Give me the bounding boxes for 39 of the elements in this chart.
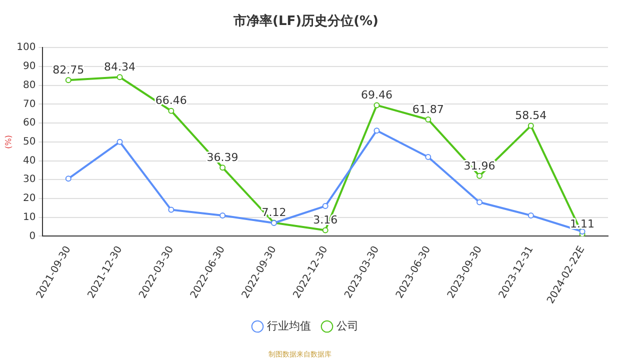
point: [322, 203, 328, 210]
point: [425, 154, 432, 160]
point: [322, 227, 328, 234]
point: [65, 176, 72, 182]
point: [476, 172, 483, 179]
point: [528, 122, 534, 129]
data-label: 69.46: [360, 88, 392, 102]
data-label: 82.75: [52, 63, 84, 76]
point: [476, 199, 483, 206]
data-label: 84.34: [104, 60, 136, 74]
point: [168, 206, 174, 213]
y-axis-title: (%): [4, 134, 13, 149]
data-label: 66.46: [155, 94, 187, 108]
point: [374, 102, 380, 108]
point: [168, 108, 174, 114]
y-tick-label: 0: [29, 230, 36, 242]
y-tick-label: 10: [22, 212, 36, 223]
y-tick-label: 30: [22, 174, 36, 186]
y-tick-label: 80: [22, 80, 36, 91]
point: [425, 116, 432, 123]
point: [374, 128, 380, 134]
point: [65, 77, 72, 84]
point: [220, 164, 226, 171]
data-label: 58.54: [515, 109, 547, 122]
legend-label: 公司: [336, 319, 358, 332]
y-tick-label: 90: [22, 61, 36, 72]
point: [220, 212, 226, 218]
y-tick-label: 70: [22, 98, 36, 110]
point: [116, 74, 123, 80]
y-tick-label: 20: [22, 193, 36, 204]
data-label: 61.87: [412, 102, 444, 116]
y-tick-label: 50: [22, 136, 36, 148]
y-tick-label: 60: [22, 118, 36, 129]
legend-label: 行业均值: [267, 319, 311, 332]
point: [528, 212, 534, 218]
y-tick-label: 40: [22, 155, 36, 166]
y-tick-label: 100: [16, 42, 36, 54]
point: [116, 138, 123, 145]
chart-title: 市净率(LF)历史分位(%): [232, 13, 378, 30]
